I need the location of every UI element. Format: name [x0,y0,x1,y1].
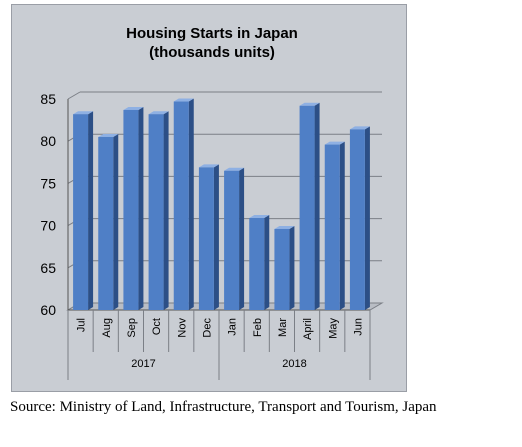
bar [173,101,189,310]
bar [123,109,139,310]
gridline-depth [67,91,81,100]
bar-top [349,126,370,130]
bar-top [324,141,345,145]
y-tick-labels: 60 65 70 75 80 85 [40,91,56,318]
x-tick-label: Mar [277,318,289,337]
bar-top [173,98,194,102]
bar [299,105,315,310]
chart-title-line-1: Housing Starts in Japan [126,25,298,42]
chart-container: Housing Starts in Japan (thousands units… [11,4,407,392]
bar-top [148,111,169,115]
bar [98,136,114,310]
x-tick-label: Feb [252,318,264,337]
bar-top [198,164,219,168]
x-tick-label: May [327,318,339,339]
bar-top [274,225,295,229]
y-tick-label: 80 [40,133,56,149]
bar-top [224,167,245,171]
y-tick-label: 60 [40,302,56,318]
bars [73,98,370,310]
bar-side [113,133,119,310]
bar-side [163,111,169,310]
bar-side [289,225,295,310]
y-tick-label: 70 [40,218,56,234]
bar-side [88,111,94,310]
x-tick-label: Nov [176,318,188,338]
bar [274,228,290,310]
x-tick-label: Jan [227,318,239,336]
bar [224,170,240,310]
bar-top [249,215,270,219]
bar-top [299,102,320,106]
x-tick-label: Sep [126,318,138,338]
bar [324,144,340,310]
bar-side [364,126,370,310]
x-tick-label: Dec [201,318,213,338]
y-tick-label: 75 [40,175,56,191]
chart-title-line-2: (thousands units) [149,44,275,61]
x-tick-label: April [302,318,314,340]
bar-side [239,167,245,310]
bar-top [73,111,94,115]
bar-side [314,102,320,310]
year-group-axis: 2017 2018 [67,352,371,380]
x-tick-label: Jul [76,318,88,332]
y-tick-label: 85 [40,91,56,107]
bar-side [213,164,219,310]
bar-top [98,133,119,137]
bar-side [138,106,144,310]
year-group-label: 2018 [282,358,306,370]
bar [198,167,214,310]
bar-top [123,106,144,110]
bar-chart: Housing Starts in Japan (thousands units… [40,25,384,380]
year-group-label: 2017 [131,358,155,370]
bar [249,218,265,310]
source-note: Source: Ministry of Land, Infrastructure… [10,399,437,415]
x-tick-label: Jun [352,318,364,336]
bar-side [188,98,194,310]
x-tick-label: Oct [151,318,163,335]
bar-side [264,215,270,310]
bar [349,129,365,310]
bar-side [339,141,345,310]
x-tick-label: Aug [101,318,113,338]
x-tick-labels: Jul Aug Sep Oct Nov Dec Jan Feb Mar April May Jun [67,310,371,352]
y-tick-label: 65 [40,260,56,276]
bar [148,114,164,310]
bar [73,114,89,310]
